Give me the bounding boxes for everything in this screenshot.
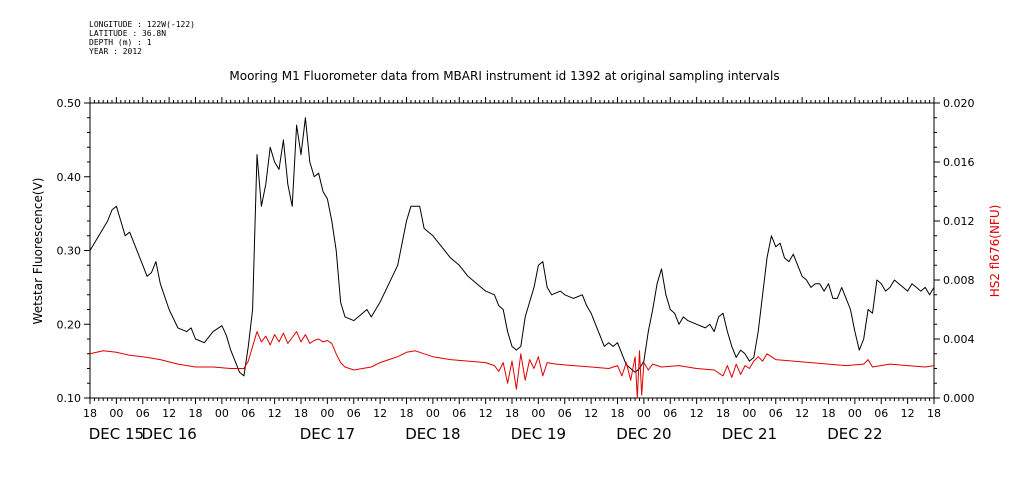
x-hour-tick-label: 12 <box>373 407 387 420</box>
x-hour-tick-label: 18 <box>400 407 414 420</box>
x-hour-tick-label: 00 <box>531 407 545 420</box>
x-hour-tick-label: 00 <box>848 407 862 420</box>
x-hour-tick-label: 06 <box>452 407 466 420</box>
x-hour-tick-label: 18 <box>822 407 836 420</box>
x-hour-tick-label: 12 <box>268 407 282 420</box>
x-hour-tick-label: 18 <box>189 407 203 420</box>
x-day-label: DEC 18 <box>405 425 460 443</box>
y-left-tick-label: 0.40 <box>57 171 82 184</box>
x-hour-tick-label: 18 <box>83 407 97 420</box>
x-hour-tick-label: 00 <box>320 407 334 420</box>
y-right-tick-label: 0.020 <box>943 97 975 110</box>
x-day-label: DEC 22 <box>827 425 882 443</box>
tick-labels: 18 00 06 12 18 00 06 12 18 00 06 12 18 00 06 12 18 00 06 12… <box>57 97 975 443</box>
y-right-tick-label: 0.000 <box>943 392 975 405</box>
x-hour-tick-label: 00 <box>637 407 651 420</box>
x-day-label: DEC 16 <box>141 425 196 443</box>
x-hour-tick-label: 06 <box>874 407 888 420</box>
axis-ticks <box>84 97 940 404</box>
x-hour-tick-label: 06 <box>347 407 361 420</box>
year-label: YEAR : 2012 <box>89 47 142 56</box>
x-hour-tick-label: 06 <box>663 407 677 420</box>
x-day-label: DEC 21 <box>722 425 777 443</box>
x-hour-tick-label: 18 <box>716 407 730 420</box>
latitude-label: LATITUDE : 36.8N <box>89 29 167 38</box>
wetstar-fluorescence-line <box>89 117 935 377</box>
x-hour-tick-label: 18 <box>927 407 941 420</box>
y-right-tick-label: 0.008 <box>943 274 975 287</box>
x-hour-tick-label: 18 <box>505 407 519 420</box>
x-hour-tick-label: 00 <box>215 407 229 420</box>
chart-title: Mooring M1 Fluorometer data from MBARI i… <box>229 69 780 83</box>
depth-label: DEPTH (m) : 1 <box>89 38 152 47</box>
y-right-tick-label: 0.016 <box>943 156 975 169</box>
plot-border <box>89 102 935 399</box>
x-hour-tick-label: 12 <box>690 407 704 420</box>
y-left-tick-label: 0.30 <box>57 245 82 258</box>
x-day-label: DEC 19 <box>511 425 566 443</box>
y-left-tick-label: 0.10 <box>57 392 82 405</box>
x-hour-tick-label: 06 <box>241 407 255 420</box>
x-hour-tick-label: 00 <box>426 407 440 420</box>
x-hour-tick-label: 06 <box>136 407 150 420</box>
x-hour-tick-label: 12 <box>795 407 809 420</box>
y-right-tick-label: 0.012 <box>943 215 975 228</box>
y-left-tick-label: 0.20 <box>57 318 82 331</box>
x-day-label: DEC 15 <box>89 425 144 443</box>
x-day-label: DEC 20 <box>616 425 671 443</box>
location-metadata: LONGITUDE : 122W(-122) LATITUDE : 36.8N … <box>89 20 195 56</box>
x-hour-tick-label: 06 <box>558 407 572 420</box>
y-right-tick-label: 0.004 <box>943 333 975 346</box>
plot-frame <box>89 102 935 399</box>
x-hour-tick-label: 12 <box>162 407 176 420</box>
x-hour-tick-label: 06 <box>769 407 783 420</box>
y-left-tick-label: 0.50 <box>57 97 82 110</box>
longitude-label: LONGITUDE : 122W(-122) <box>89 20 195 29</box>
hs2-fl676-line <box>89 331 935 399</box>
x-hour-tick-label: 00 <box>109 407 123 420</box>
x-day-label: DEC 17 <box>300 425 355 443</box>
x-hour-tick-label: 12 <box>479 407 493 420</box>
x-hour-tick-label: 18 <box>611 407 625 420</box>
x-hour-tick-label: 12 <box>584 407 598 420</box>
x-hour-tick-label: 18 <box>294 407 308 420</box>
x-hour-tick-label: 12 <box>901 407 915 420</box>
series-lines <box>89 117 935 399</box>
x-hour-tick-label: 00 <box>742 407 756 420</box>
